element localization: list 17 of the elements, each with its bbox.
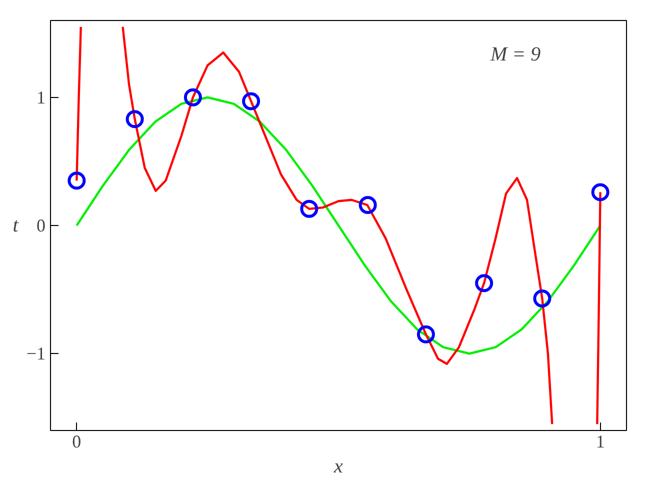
- point: [242, 92, 260, 110]
- point: [475, 274, 494, 292]
- point: [358, 196, 377, 214]
- point: [184, 88, 202, 106]
- y-tick-label: 0: [36, 216, 46, 236]
- point: [533, 290, 552, 308]
- point: [300, 200, 318, 218]
- annotation: M = 9: [490, 44, 541, 66]
- y-tick-label: −1: [26, 344, 46, 364]
- point: [591, 183, 610, 202]
- y-axis-title: t: [12, 214, 19, 236]
- y-tick-label: 1: [36, 87, 46, 108]
- point: [68, 172, 86, 190]
- point: [126, 110, 144, 128]
- x-axis-title: x: [333, 456, 344, 478]
- point: [416, 325, 435, 344]
- line-series: [76, 96, 602, 355]
